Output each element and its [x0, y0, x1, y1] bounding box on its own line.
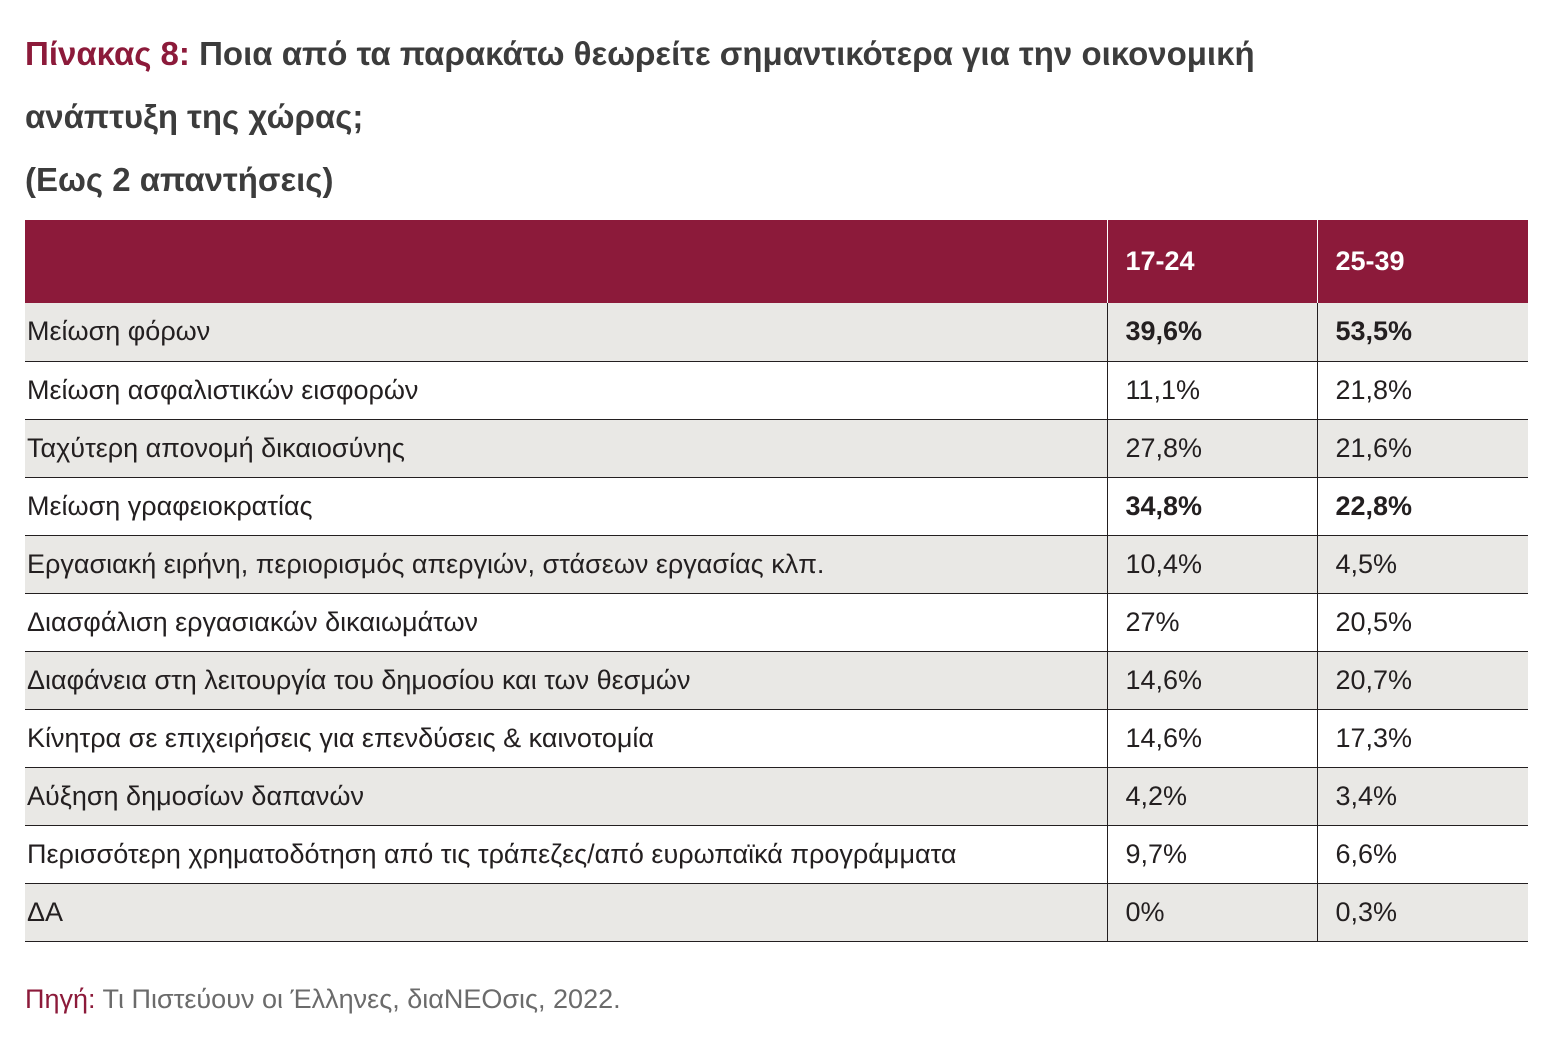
value-17-24: 27,8% [1106, 419, 1317, 478]
source-text: Τι Πιστεύουν οι Έλληνες, διαΝΕΟσις, 2022… [95, 984, 621, 1014]
value-17-24: 34,8% [1106, 477, 1317, 536]
value-17-24: 4,2% [1106, 767, 1317, 826]
header-age-17-24: 17-24 [1106, 220, 1317, 303]
value-17-24: 10,4% [1106, 535, 1317, 594]
table-body: Μείωση φόρων 39,6% 53,5% Μείωση ασφαλιστικώ… [25, 303, 1528, 942]
value-25-39: 4,5% [1316, 535, 1528, 594]
source-note: Πηγή: Τι Πιστεύουν οι Έλληνες, διαΝΕΟσις… [25, 984, 621, 1015]
row-label: Εργασιακή ειρήνη, περιορισμός απεργιών, … [25, 535, 1107, 594]
table-row: Διαφάνεια στη λειτουργία του δημοσίου κα… [25, 651, 1528, 710]
value-17-24: 14,6% [1106, 651, 1317, 710]
table-header-row: 17-24 25-39 [25, 220, 1528, 303]
value-25-39: 20,7% [1316, 651, 1528, 710]
title-question: Ποια από τα παρακάτω θεωρείτε σημαντικότ… [199, 35, 1255, 72]
table-row: Κίνητρα σε επιχειρήσεις για επενδύσεις &… [25, 709, 1528, 768]
table-row: Ταχύτερη απονομή δικαιοσύνης 27,8% 21,6% [25, 419, 1528, 478]
table-title: Πίνακας 8: Ποια από τα παρακάτω θεωρείτε… [25, 22, 1525, 211]
value-25-39: 6,6% [1316, 825, 1528, 884]
title-note: (Εως 2 απαντήσεις) [25, 161, 334, 198]
header-age-25-39: 25-39 [1316, 220, 1528, 303]
row-label: Αύξηση δημοσίων δαπανών [25, 767, 1107, 826]
table-row: Αύξηση δημοσίων δαπανών 4,2% 3,4% [25, 767, 1528, 826]
title-line-2: ανάπτυξη της χώρας; [25, 98, 364, 135]
value-17-24: 0% [1106, 883, 1317, 942]
value-17-24: 27% [1106, 593, 1317, 652]
table-row: Διασφάλιση εργασιακών δικαιωμάτων 27% 20,5… [25, 593, 1528, 652]
value-25-39: 3,4% [1316, 767, 1528, 826]
row-label: Περισσότερη χρηματοδότηση από τις τράπεζ… [25, 825, 1107, 884]
value-25-39: 21,8% [1316, 361, 1528, 420]
row-label: Μείωση φόρων [25, 303, 1107, 362]
table-row: Περισσότερη χρηματοδότηση από τις τράπεζ… [25, 825, 1528, 884]
table-row: Μείωση φόρων 39,6% 53,5% [25, 303, 1528, 362]
table-row: Μείωση ασφαλιστικών εισφορών 11,1% 21,8% [25, 361, 1528, 420]
value-25-39: 20,5% [1316, 593, 1528, 652]
row-label: Διαφάνεια στη λειτουργία του δημοσίου κα… [25, 651, 1107, 710]
header-label-cell [25, 220, 1107, 303]
row-label: Κίνητρα σε επιχειρήσεις για επενδύσεις &… [25, 709, 1107, 768]
table-row: Μείωση γραφειοκρατίας 34,8% 22,8% [25, 477, 1528, 536]
value-17-24: 14,6% [1106, 709, 1317, 768]
value-17-24: 11,1% [1106, 361, 1317, 420]
row-label: Ταχύτερη απονομή δικαιοσύνης [25, 419, 1107, 478]
row-label: ΔΑ [25, 883, 1107, 942]
value-25-39: 53,5% [1316, 303, 1528, 362]
table-row: Εργασιακή ειρήνη, περιορισμός απεργιών, … [25, 535, 1528, 594]
table-row: ΔΑ 0% 0,3% [25, 883, 1528, 942]
value-25-39: 21,6% [1316, 419, 1528, 478]
value-25-39: 22,8% [1316, 477, 1528, 536]
row-label: Μείωση γραφειοκρατίας [25, 477, 1107, 536]
table-number: Πίνακας 8: [25, 35, 190, 72]
row-label: Διασφάλιση εργασιακών δικαιωμάτων [25, 593, 1107, 652]
results-table: 17-24 25-39 Μείωση φόρων 39,6% 53,5% Μείωση… [25, 220, 1528, 942]
source-label: Πηγή: [25, 984, 96, 1014]
value-17-24: 39,6% [1106, 303, 1317, 362]
value-25-39: 17,3% [1316, 709, 1528, 768]
value-25-39: 0,3% [1316, 883, 1528, 942]
title-line-1: Πίνακας 8: Ποια από τα παρακάτω θεωρείτε… [25, 22, 1525, 85]
value-17-24: 9,7% [1106, 825, 1317, 884]
row-label: Μείωση ασφαλιστικών εισφορών [25, 361, 1107, 420]
